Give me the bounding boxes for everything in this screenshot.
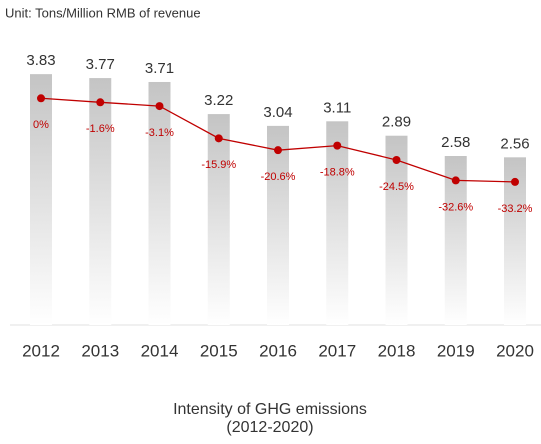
bar-value-label: 3.71 bbox=[145, 60, 174, 77]
bar-value-label: 2.56 bbox=[500, 135, 529, 152]
bar bbox=[207, 114, 230, 325]
line-value-label: -20.6% bbox=[261, 171, 296, 183]
bar bbox=[504, 157, 526, 325]
bar bbox=[148, 81, 171, 326]
line-point bbox=[333, 141, 342, 150]
line-point bbox=[214, 134, 223, 143]
line-value-label: -1.6% bbox=[86, 123, 115, 135]
bar bbox=[267, 125, 289, 325]
line-value-label: -24.5% bbox=[379, 181, 414, 193]
line-value-label: -15.9% bbox=[201, 159, 236, 171]
line-point bbox=[511, 177, 519, 186]
x-tick-label: 2019 bbox=[437, 341, 475, 360]
x-tick-label: 2013 bbox=[81, 341, 119, 360]
bar bbox=[444, 156, 467, 325]
bar-value-label: 3.11 bbox=[323, 99, 351, 116]
bar-value-label: 3.22 bbox=[204, 92, 233, 109]
x-tick-label: 2014 bbox=[141, 341, 179, 360]
bar bbox=[30, 74, 52, 325]
x-tick-label: 2015 bbox=[200, 341, 238, 360]
line-value-label: -32.6% bbox=[438, 201, 473, 213]
line-point bbox=[274, 146, 282, 155]
bar-value-label: 3.04 bbox=[263, 104, 292, 121]
line-value-label: -18.8% bbox=[320, 167, 355, 179]
line-value-label: 0% bbox=[33, 119, 49, 131]
unit-label: Unit: Tons/Million RMB of revenue bbox=[5, 5, 201, 20]
x-tick-label: 2017 bbox=[318, 341, 356, 360]
line-point bbox=[96, 98, 105, 107]
line-point bbox=[37, 94, 45, 103]
bar bbox=[326, 121, 349, 325]
bar-value-label: 3.83 bbox=[26, 52, 55, 69]
x-tick-label: 2018 bbox=[378, 341, 416, 360]
chart-subtitle: (2012-2020) bbox=[226, 419, 313, 436]
bar-value-label: 2.89 bbox=[382, 114, 411, 131]
x-tick-label: 2020 bbox=[496, 341, 534, 360]
line-value-label: -33.2% bbox=[498, 203, 533, 215]
x-tick-label: 2016 bbox=[259, 341, 297, 360]
bar-value-label: 2.58 bbox=[441, 134, 470, 151]
chart-title: Intensity of GHG emissions bbox=[173, 401, 367, 418]
line-point bbox=[392, 155, 401, 164]
bar bbox=[385, 135, 408, 325]
bar bbox=[89, 78, 112, 325]
line-point bbox=[451, 176, 460, 185]
line-value-label: -3.1% bbox=[145, 127, 174, 139]
x-tick-label: 2012 bbox=[22, 341, 60, 360]
line-point bbox=[155, 102, 164, 111]
bar-value-label: 3.77 bbox=[86, 56, 115, 73]
